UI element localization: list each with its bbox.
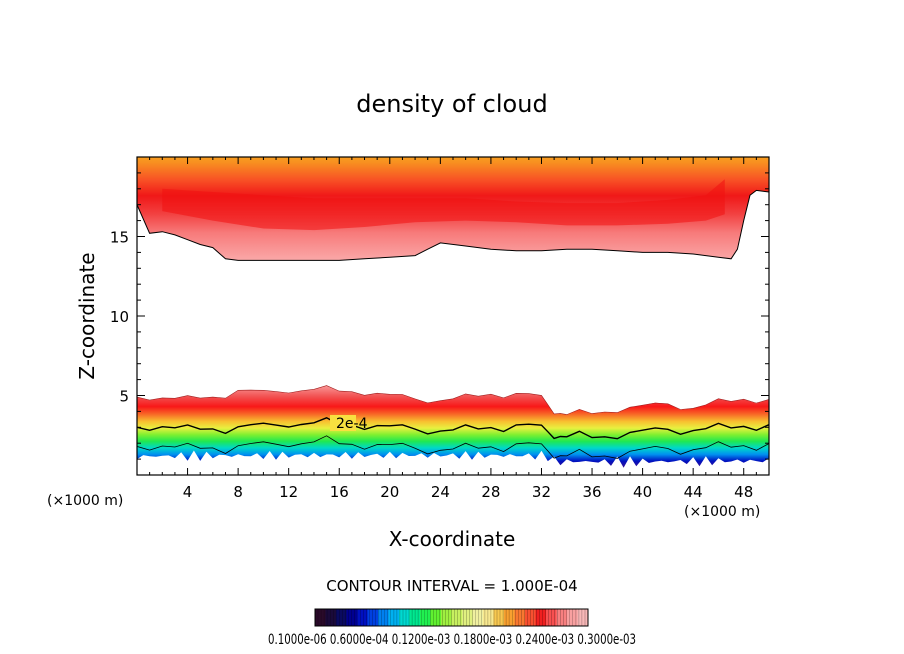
y-tick-label: 10 — [110, 308, 129, 326]
colorbar-swatch — [462, 609, 473, 626]
colorbar-swatch — [535, 609, 547, 626]
colorbar-swatch — [472, 609, 484, 626]
x-tick-label: 16 — [330, 483, 349, 501]
contour-low-line — [137, 435, 769, 459]
x-tick-label: 40 — [633, 483, 652, 501]
colorbar-swatch — [336, 609, 347, 626]
lower-band-top-contour — [137, 385, 769, 415]
y-axis-ticks: 5 10 15 — [110, 172, 769, 460]
contour-label: 2e-4 — [336, 416, 368, 432]
colorbar-swatch — [378, 609, 389, 626]
colorbar-swatch — [430, 609, 442, 626]
colorbar-swatch — [577, 609, 589, 626]
colorbar-swatch — [514, 609, 526, 626]
x-tick-label: 8 — [233, 483, 243, 501]
colorbar-frame — [314, 608, 589, 627]
contour-label-bg — [330, 415, 356, 431]
x-tick-label: 36 — [582, 483, 601, 501]
upper-band-contour — [137, 189, 769, 261]
colorbar-swatch — [493, 609, 505, 626]
colorbar-swatch — [346, 609, 358, 626]
y-tick-label: 15 — [110, 229, 129, 247]
y-tick-label: 5 — [119, 388, 129, 406]
colorbar-swatch — [556, 609, 568, 626]
x-tick-label: 28 — [481, 483, 500, 501]
x-tick-label: 48 — [734, 483, 753, 501]
colorbar-swatch — [315, 609, 326, 626]
x-tick-label: 24 — [431, 483, 450, 501]
contour-interval-text: CONTOUR INTERVAL = 1.000E-04 — [326, 577, 577, 595]
colorbar-swatch — [504, 609, 515, 626]
upper-cloud-core — [162, 179, 725, 231]
colorbar-swatch — [567, 609, 578, 626]
colorbar — [315, 609, 589, 626]
colorbar-swatch — [441, 609, 452, 626]
x-tick-label: 20 — [380, 483, 399, 501]
x-tick-label: 4 — [183, 483, 193, 501]
y-axis-label: Z-coordinate — [75, 252, 99, 379]
colorbar-swatch — [367, 609, 379, 626]
x-axis-ticks: 4 8 12 16 20 24 28 32 36 40 44 48 — [149, 157, 757, 501]
colorbar-swatch — [451, 609, 463, 626]
lower-cloud-band — [137, 385, 769, 468]
plot-area — [137, 157, 769, 468]
x-unit-left: (×1000 m) — [47, 493, 123, 509]
x-tick-label: 44 — [684, 483, 703, 501]
chart-title: density of cloud — [356, 90, 547, 118]
x-tick-label: 12 — [279, 483, 298, 501]
x-axis-label: X-coordinate — [389, 527, 516, 551]
colorbar-swatch — [483, 609, 494, 626]
colorbar-swatch — [399, 609, 410, 626]
colorbar-swatch — [420, 609, 431, 626]
colorbar-swatch — [357, 609, 368, 626]
x-tick-label: 32 — [532, 483, 551, 501]
contour-2e-4-line — [137, 417, 769, 440]
colorbar-labels: 0.1000e-06 0.6000e-04 0.1200e-03 0.1800e… — [268, 632, 636, 648]
colorbar-swatch — [325, 609, 337, 626]
x-unit-right: (×1000 m) — [684, 504, 760, 520]
